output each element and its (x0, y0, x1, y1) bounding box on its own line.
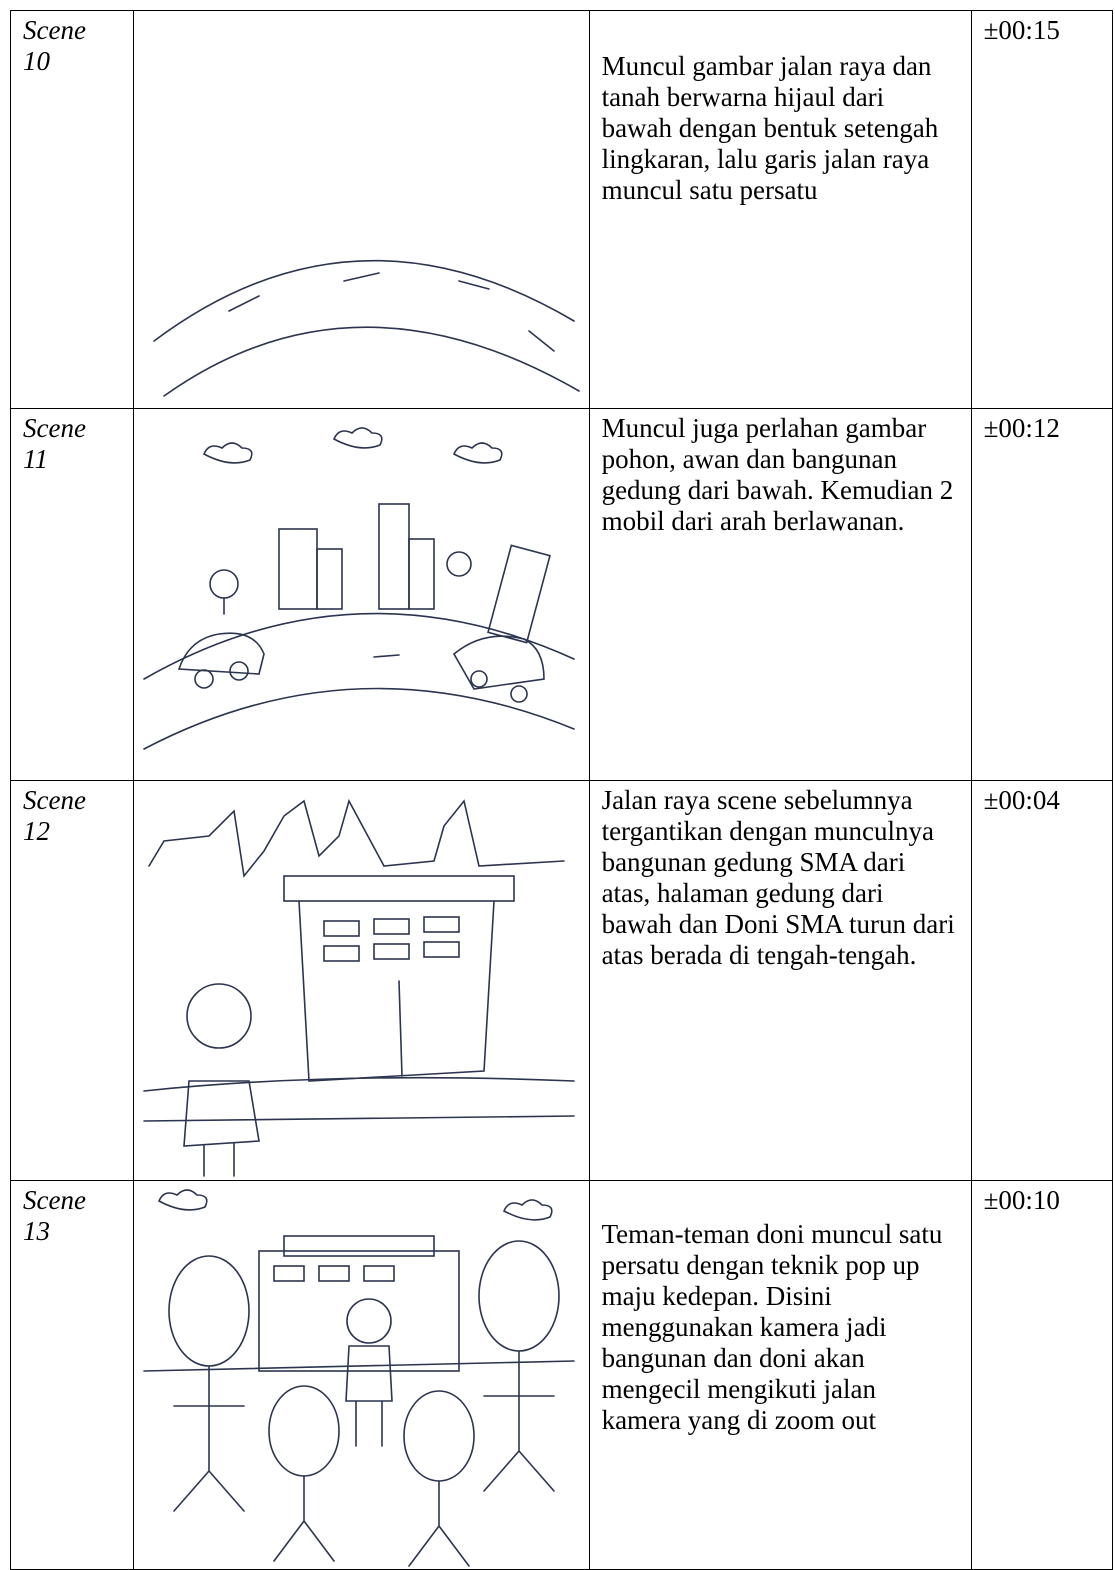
scene-label: Scene 13 (9, 1180, 135, 1570)
sketch (153, 259, 581, 397)
description: Teman-teman doni muncul satu persatu den… (588, 1180, 972, 1570)
storyboard-table: Scene 10 Muncul gambar jalan raya dan ta… (9, 10, 1114, 1570)
sketch (143, 1189, 576, 1567)
table-row: Scene 11 Muncul juga perlahan gambar poh… (9, 408, 1114, 781)
duration: ±00:15 (970, 10, 1114, 409)
table-row: Scene 12 Jalan raya scene sebelumnya ter… (9, 780, 1114, 1181)
sketch (143, 427, 576, 750)
scene-label: Scene 12 (9, 780, 135, 1181)
description: Jalan raya scene sebelumnya tergantikan … (588, 780, 972, 1181)
sketch-cell (133, 408, 590, 781)
table-row: Scene 10 Muncul gambar jalan raya dan ta… (9, 10, 1114, 409)
sketch-cell (133, 1180, 590, 1570)
sketch-cell (133, 780, 590, 1181)
duration: ±00:10 (970, 1180, 1114, 1570)
duration: ±00:12 (970, 408, 1114, 781)
description: Muncul gambar jalan raya dan tanah berwa… (588, 10, 972, 409)
description: Muncul juga perlahan gambar pohon, awan … (588, 408, 972, 781)
table-row: Scene 13 Teman-teman doni muncul satu pe… (9, 1180, 1114, 1570)
sketch-cell (133, 10, 590, 409)
sketch (143, 798, 576, 1177)
duration: ±00:04 (970, 780, 1114, 1181)
scene-label: Scene 10 (9, 10, 135, 409)
scene-label: Scene 11 (9, 408, 135, 781)
